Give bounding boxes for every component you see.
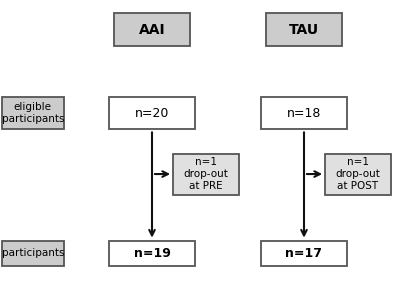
Text: participants: participants <box>2 248 64 258</box>
FancyBboxPatch shape <box>109 241 195 266</box>
Text: TAU: TAU <box>289 23 319 37</box>
Text: n=19: n=19 <box>134 247 170 260</box>
Text: AAI: AAI <box>139 23 165 37</box>
FancyBboxPatch shape <box>109 97 195 130</box>
FancyBboxPatch shape <box>2 97 64 130</box>
Text: n=1
drop-out
at POST: n=1 drop-out at POST <box>336 157 380 191</box>
Text: n=17: n=17 <box>286 247 322 260</box>
FancyBboxPatch shape <box>325 153 391 195</box>
FancyBboxPatch shape <box>114 13 190 46</box>
Text: eligible
participants: eligible participants <box>2 102 64 124</box>
FancyBboxPatch shape <box>261 241 347 266</box>
Text: n=18: n=18 <box>287 107 321 120</box>
FancyBboxPatch shape <box>2 241 64 266</box>
Text: n=1
drop-out
at PRE: n=1 drop-out at PRE <box>184 157 228 191</box>
Text: n=20: n=20 <box>135 107 169 120</box>
FancyBboxPatch shape <box>266 13 342 46</box>
FancyBboxPatch shape <box>173 153 239 195</box>
FancyBboxPatch shape <box>261 97 347 130</box>
